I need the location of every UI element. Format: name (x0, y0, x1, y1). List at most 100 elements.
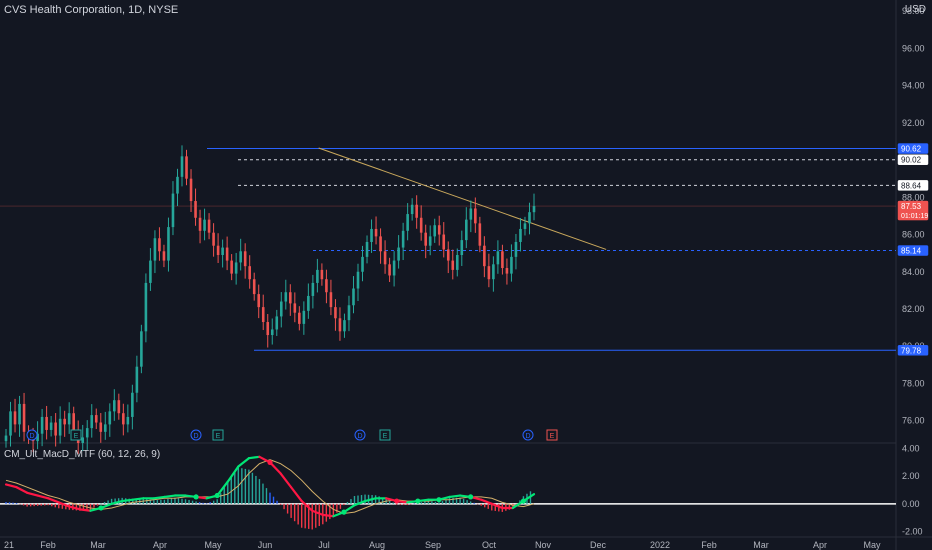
event-marker-label: D (357, 433, 362, 440)
candle-body (117, 400, 121, 414)
candle-body (347, 305, 351, 321)
macd-line-segment (216, 480, 229, 497)
histogram-bar (251, 472, 254, 504)
y-tick-label: 96.00 (902, 43, 925, 53)
x-tick-label: Feb (40, 540, 56, 550)
candle-body (149, 260, 152, 283)
macd-line-segment (353, 499, 367, 507)
cross-dot (394, 498, 400, 504)
histogram-bar (227, 481, 229, 504)
macd-line-segment (121, 498, 134, 503)
histogram-bar (89, 503, 92, 510)
candle-body (496, 251, 500, 265)
candle-body (158, 238, 161, 252)
candle-body (180, 156, 184, 177)
histogram-bar (350, 499, 352, 504)
histogram-bar (388, 500, 391, 504)
macd-line-segment (131, 497, 145, 501)
price-label-text: 90.62 (901, 145, 922, 154)
macd-line-segment (4, 483, 18, 489)
candle-body (514, 241, 518, 257)
histogram-bar (448, 498, 451, 504)
histogram-bar (234, 472, 236, 504)
candle-body (352, 288, 355, 306)
histogram-bar (167, 499, 169, 504)
candle-body (334, 307, 337, 319)
macd-line-segment (490, 502, 504, 510)
event-marker-label: E (383, 433, 388, 440)
candle-body (45, 416, 48, 430)
candle-body (284, 292, 288, 302)
histogram-bar (357, 495, 359, 504)
histogram-bar (205, 503, 208, 505)
histogram-bar (318, 503, 320, 527)
x-tick-label: Apr (813, 540, 827, 550)
histogram-bar (216, 499, 218, 504)
histogram-bar (452, 497, 454, 504)
price-label-text: 87.53 (901, 202, 922, 211)
cross-dot (193, 494, 199, 500)
histogram-bar (174, 497, 176, 504)
candle-body (171, 193, 175, 228)
histogram-bar (325, 503, 328, 522)
histogram-bar (255, 475, 257, 504)
macd-line-segment (57, 501, 71, 508)
histogram-bar (258, 479, 261, 504)
y-tick-label: 88.00 (902, 192, 925, 202)
histogram-bar (12, 502, 14, 504)
candle-body (505, 268, 509, 274)
event-marker-dividend (522, 429, 534, 441)
candle-body (162, 251, 166, 261)
histogram-bar (40, 503, 42, 506)
cross-dot (436, 497, 442, 503)
histogram-bar (19, 503, 21, 505)
candle-body (465, 219, 468, 241)
macd-line-segment (279, 472, 293, 489)
histogram-bar (286, 503, 289, 514)
candle-body (451, 260, 455, 270)
histogram-bar (5, 502, 7, 504)
candle-body (176, 176, 179, 194)
candle-body (4, 435, 8, 442)
histogram-bar (188, 499, 190, 504)
event-marker-label: D (29, 433, 34, 440)
candle-body (185, 156, 188, 179)
event-marker-earnings (70, 429, 82, 441)
histogram-bar (399, 503, 401, 505)
candle-body (483, 245, 486, 267)
candle-body (239, 251, 242, 263)
candle-body (261, 307, 265, 323)
cross-dot (214, 492, 220, 499)
histogram-bar (308, 503, 310, 529)
indicator-title: CM_Ult_MacD_MTF (60, 12, 26, 9) (4, 449, 161, 460)
candle-body (388, 264, 391, 276)
macd-line-segment (300, 499, 314, 512)
histogram-bar (29, 503, 32, 507)
candle-body (198, 217, 202, 231)
histogram-bar (364, 494, 366, 504)
histogram-bar (431, 501, 433, 504)
candle-body (108, 411, 112, 425)
candle-body (442, 234, 446, 250)
candle-body (307, 295, 310, 311)
histogram-bar (212, 500, 215, 504)
macd-line-segment (152, 495, 166, 500)
x-tick-label: Nov (535, 540, 552, 550)
candle-body (320, 269, 324, 280)
histogram-bar (427, 500, 430, 504)
histogram-bar (343, 503, 345, 506)
candle-body (397, 247, 400, 261)
event-marker-dividend (354, 429, 366, 441)
event-marker-label: D (525, 433, 530, 440)
candle-body (216, 245, 220, 256)
macd-line-segment (480, 498, 493, 505)
histogram-bar (135, 498, 137, 504)
histogram-bar (33, 503, 35, 507)
candle-body (40, 416, 44, 434)
indicator-tick-label: 0.00 (902, 499, 920, 509)
event-marker-dividend (190, 429, 202, 441)
x-tick-label: Jul (318, 540, 330, 550)
candle-body (406, 214, 409, 231)
histogram-bar (491, 503, 493, 511)
